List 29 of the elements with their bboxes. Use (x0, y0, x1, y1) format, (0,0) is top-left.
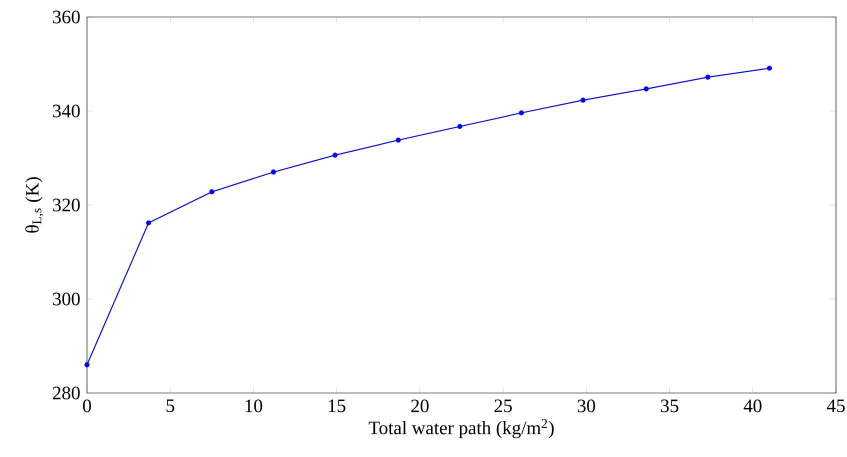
point (332, 152, 338, 158)
x-tick-label: 35 (661, 400, 678, 412)
x-tick-label: 45 (826, 400, 845, 412)
point (705, 74, 710, 80)
x-tick-label: 15 (328, 400, 346, 412)
point (396, 138, 401, 143)
point (146, 220, 152, 226)
y-tick-label: 320 (53, 198, 80, 212)
point (580, 98, 586, 103)
y-tick-label: 360 (53, 10, 80, 24)
y-tick-label: 340 (53, 104, 80, 118)
x-tick-label: 20 (411, 400, 429, 412)
x-axis-title: Total water path (kg/m$^{2}$) (368, 419, 554, 438)
y-tick-label: 300 (53, 292, 80, 306)
x-tick-label: 40 (744, 400, 762, 412)
point (766, 66, 772, 71)
x-tick-label: 10 (246, 400, 262, 412)
point (84, 362, 90, 368)
x-tick-label: 30 (578, 400, 596, 412)
point (518, 110, 524, 116)
x-tick-label: 5 (166, 400, 174, 412)
point (457, 124, 462, 130)
y-axis-title: θ$_{L,s}$ (K) (25, 177, 44, 233)
point (270, 170, 276, 175)
point (209, 189, 214, 194)
x-tick-label: 0 (82, 400, 91, 412)
x-tick-label: 25 (494, 400, 512, 412)
y-tick-label: 280 (52, 386, 80, 400)
point (644, 86, 649, 92)
